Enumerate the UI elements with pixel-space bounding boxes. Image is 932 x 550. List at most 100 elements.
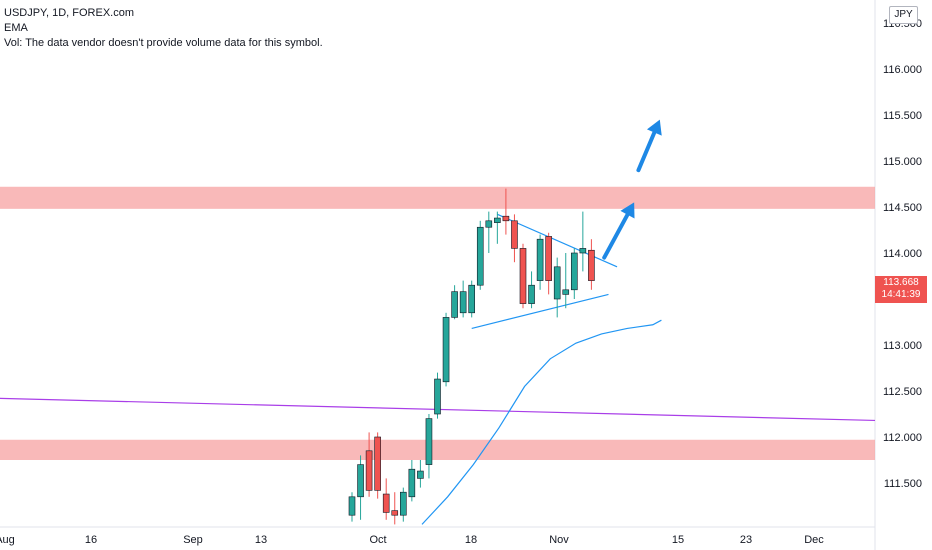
candle-body [399,491,407,516]
candle-body [528,284,535,304]
candle-body [494,217,501,223]
candle-body [417,470,424,479]
triangle-lower-line [471,293,609,330]
candle [553,257,561,318]
candle [476,220,484,290]
chart-legend: USDJPY, 1D, FOREX.com EMA Vol: The data … [4,6,323,51]
candle-body [511,220,518,249]
candle-body [374,436,381,491]
candle [408,460,416,502]
candle [562,253,570,309]
time-axis[interactable]: Aug 16 Sep 13 Oct 18 Nov 15 23 Dec [0,534,824,546]
candle-body [502,215,510,222]
price-tick-label: 115.000 [883,156,922,168]
bullish-arrow-shaft [602,212,630,260]
candle [374,432,381,499]
candle [519,243,527,309]
bullish-arrow-shaft [636,130,657,173]
candle-body [357,464,364,498]
candle-body [553,266,561,300]
candle-body [442,317,450,383]
candle-body [425,418,433,465]
candle [502,188,510,235]
last-price-tag: 113.668 14:41:39 [875,276,927,303]
candle-body [519,248,527,304]
time-tick-label: Sep [183,534,203,546]
bullish-arrow-head [646,119,662,136]
price-tick-label: 114.000 [883,248,922,260]
price-tick-label: 112.500 [883,386,922,398]
candle [511,214,518,263]
price-axis[interactable]: 111.500112.000112.500113.000113.500114.0… [883,18,922,490]
candle-body [365,450,373,491]
candle [528,271,535,309]
time-tick-label: 23 [740,534,752,546]
candle [451,285,458,320]
resistance-zone [0,186,875,209]
candles-layer [348,188,595,525]
candle [425,414,433,479]
zones-layer [0,186,875,460]
candle [348,492,356,522]
candle [468,280,476,318]
candle-body [562,289,570,295]
candle [545,232,552,295]
time-tick-label: Oct [369,534,386,546]
arrows-layer [602,119,662,260]
time-tick-label: Aug [0,534,15,546]
candle-body [476,226,484,286]
time-tick-label: 18 [465,534,477,546]
time-tick-label: 15 [672,534,684,546]
symbol-title[interactable]: USDJPY, 1D, FOREX.com [4,7,134,19]
candle [399,487,407,522]
candle [579,211,587,272]
price-tick-label: 111.500 [884,478,922,490]
candle [357,455,364,520]
price-tick-label: 114.500 [883,202,922,214]
candle [588,239,595,290]
candle-body [545,236,552,281]
price-tick-label: 113.000 [883,340,922,352]
candle-body [451,291,458,318]
candle [494,211,501,244]
time-tick-label: Dec [804,534,824,546]
candle-body [485,220,493,228]
candle [570,248,578,299]
candle-body [588,249,595,281]
time-tick-label: Nov [549,534,569,546]
candle [417,460,424,488]
candle-body [382,493,390,513]
candle [442,312,450,387]
candle-body [408,468,416,498]
price-tick-label: 112.000 [883,432,922,444]
candle-body [579,248,587,254]
candle [391,492,399,525]
candle-body [391,510,399,516]
support-zone [0,439,875,460]
ema-line [421,319,662,525]
candle-body [536,238,544,281]
time-tick-label: 13 [255,534,267,546]
price-tick-label: 115.500 [883,110,922,122]
candle [365,432,373,497]
candle [434,372,441,419]
currency-label[interactable]: JPY [889,6,918,24]
candle [459,280,467,318]
candle-body [459,291,467,314]
ema-indicator-label[interactable]: EMA [4,22,28,34]
drawings-layer [0,213,876,525]
bullish-arrow-head [620,202,635,219]
bar-countdown: 14:41:39 [881,289,921,300]
candle [382,478,390,520]
candle [485,211,493,253]
volume-indicator-label[interactable]: Vol: The data vendor doesn't provide vol… [4,37,323,49]
time-tick-label: 16 [85,534,97,546]
price-tick-label: 116.000 [883,64,922,76]
candle-body [348,496,356,516]
candle-body [468,284,476,314]
last-price: 113.668 [883,277,919,288]
candle-body [434,378,441,415]
candle-body [570,252,578,291]
candle [536,234,544,290]
